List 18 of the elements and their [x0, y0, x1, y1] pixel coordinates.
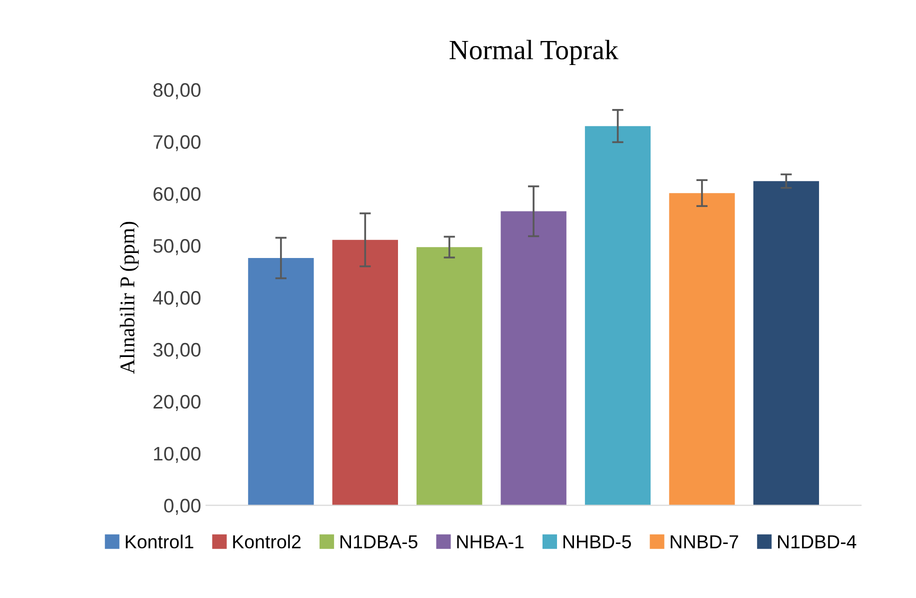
y-tick-label: 70,00 — [154, 135, 200, 152]
y-tick-label: 30,00 — [153, 342, 200, 359]
legend-label: NHBD-5 — [563, 535, 631, 548]
legend-label: N1DBD-4 — [778, 535, 856, 548]
legend-label: Kontrol1 — [126, 534, 194, 548]
y-tick-label: 0,00 — [164, 498, 200, 515]
legend-label: Kontrol2 — [233, 534, 301, 548]
y-tick-label: 20,00 — [154, 394, 200, 411]
legend-label: N1DBA-5 — [340, 535, 418, 548]
y-tick-label: 50,00 — [153, 239, 200, 256]
y-tick-label: 10,00 — [154, 446, 200, 463]
legend-label: NNBD-7 — [670, 535, 738, 548]
legend-label: NHBA-1 — [457, 535, 524, 548]
chart-title: Normal Toprak — [450, 40, 618, 66]
y-tick-label: 80,00 — [153, 83, 200, 100]
y-tick-label: 40,00 — [153, 290, 200, 308]
y-tick-label: 60,00 — [154, 187, 200, 204]
y-axis-title: Alınabilir P (ppm) — [120, 222, 139, 374]
